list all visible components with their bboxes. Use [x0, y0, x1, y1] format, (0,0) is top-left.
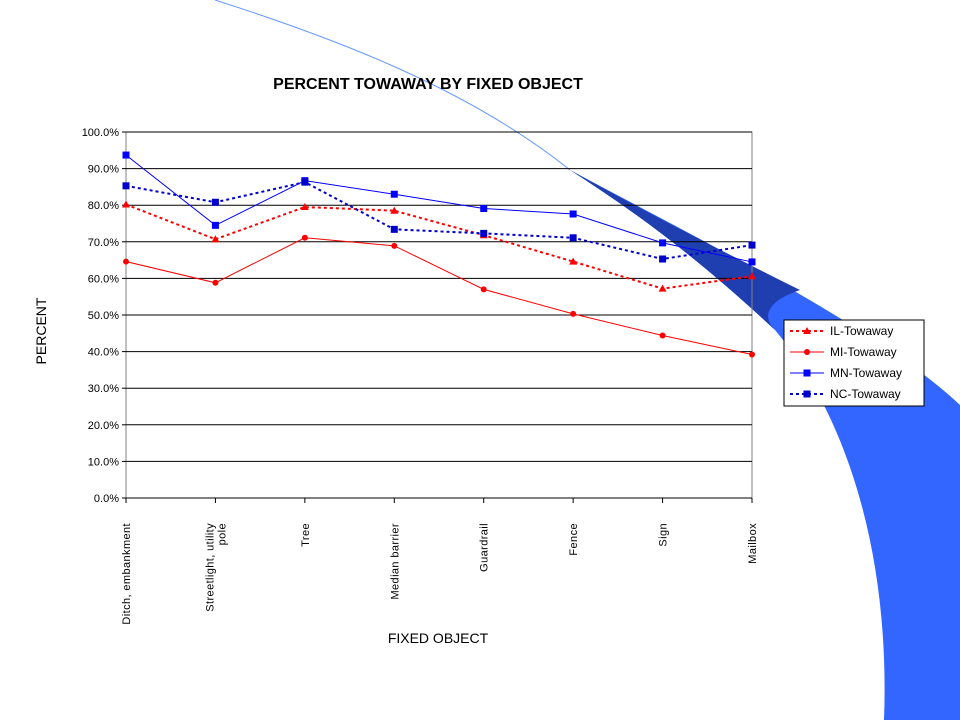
legend-swatch-marker: [803, 390, 811, 398]
x-tick-label: Streetlight, utility: [204, 523, 216, 612]
y-tick-label: 30.0%: [88, 383, 119, 395]
data-point: [659, 332, 666, 339]
data-point: [659, 255, 667, 263]
plot-area: 0.0% 10.0% 20.0% 30.0% 40.0% 50.0% 60.0% 70.0% 8…: [82, 127, 759, 625]
data-point: [122, 200, 130, 208]
data-point: [122, 151, 130, 159]
data-point: [211, 198, 219, 206]
blue-swoosh: [570, 170, 960, 720]
y-tick-label: 60.0%: [88, 273, 119, 285]
y-tick-label: 0.0%: [94, 493, 119, 505]
series-nc-towaway: [122, 178, 756, 263]
legend-swatch-marker: [803, 327, 811, 334]
thin-arc: [214, 0, 571, 171]
y-tick-label: 20.0%: [88, 420, 119, 432]
legend-swatch-marker: [804, 349, 810, 355]
data-point: [301, 234, 308, 241]
y-tick-label: 100.0%: [82, 127, 120, 139]
y-tick-label: 40.0%: [88, 347, 119, 359]
data-point: [211, 235, 220, 243]
y-tick-label: 10.0%: [88, 456, 119, 468]
data-point: [659, 239, 667, 247]
data-point: [569, 234, 577, 242]
data-point: [301, 178, 309, 186]
y-tick-label: 80.0%: [88, 200, 119, 212]
y-axis-title: PERCENT: [33, 297, 49, 364]
series-mi-towaway: [123, 234, 755, 358]
chart-title: PERCENT TOWAWAY BY FIXED OBJECT: [273, 76, 583, 93]
data-point: [569, 257, 578, 265]
data-point: [748, 272, 756, 280]
series-mn-towaway: [122, 151, 756, 266]
data-point: [123, 258, 129, 265]
blue-swoosh-shadow: [570, 170, 800, 330]
x-tick-label: Mailbox: [747, 523, 759, 564]
data-point: [211, 221, 219, 229]
x-axis-title: FIXED OBJECT: [388, 630, 489, 646]
x-tick-label: Median barrier: [389, 523, 401, 600]
data-point: [748, 258, 756, 266]
x-tick-label: Sign: [658, 523, 670, 547]
legend-swatch-marker: [803, 369, 811, 377]
data-point: [480, 204, 488, 212]
data-point: [212, 279, 219, 286]
legend-label: NC-Towaway: [830, 387, 901, 401]
data-point: [390, 206, 399, 214]
data-point: [480, 229, 488, 237]
legend-label: MI-Towaway: [830, 345, 897, 359]
data-point: [748, 241, 756, 249]
data-point: [122, 182, 130, 190]
series-line: [125, 203, 753, 290]
data-point: [390, 225, 398, 233]
data-point: [300, 203, 309, 211]
series-line: [125, 237, 753, 356]
data-point: [570, 310, 577, 317]
y-tick-label: 90.0%: [88, 164, 119, 176]
x-tick-label: Guardrail: [479, 523, 491, 572]
x-tick-label: pole: [216, 523, 228, 545]
x-tick-label: Ditch, embankment: [121, 523, 133, 625]
data-point: [749, 351, 755, 358]
data-point: [569, 210, 577, 218]
data-point: [658, 284, 667, 292]
data-point: [480, 286, 487, 293]
background-decoration: [214, 0, 960, 720]
legend-label: IL-Towaway: [830, 324, 893, 338]
x-tick-label: Tree: [300, 523, 312, 547]
y-tick-label: 50.0%: [88, 310, 119, 322]
series-line: [125, 154, 753, 263]
legend: IL-Towaway MI-Towaway MN-Towaway NC-Towaway: [783, 319, 925, 407]
data-point: [390, 190, 398, 198]
y-tick-label: 70.0%: [88, 237, 119, 249]
x-tick-label: Fence: [568, 523, 580, 556]
legend-label: MN-Towaway: [830, 366, 902, 380]
data-point: [391, 242, 398, 249]
